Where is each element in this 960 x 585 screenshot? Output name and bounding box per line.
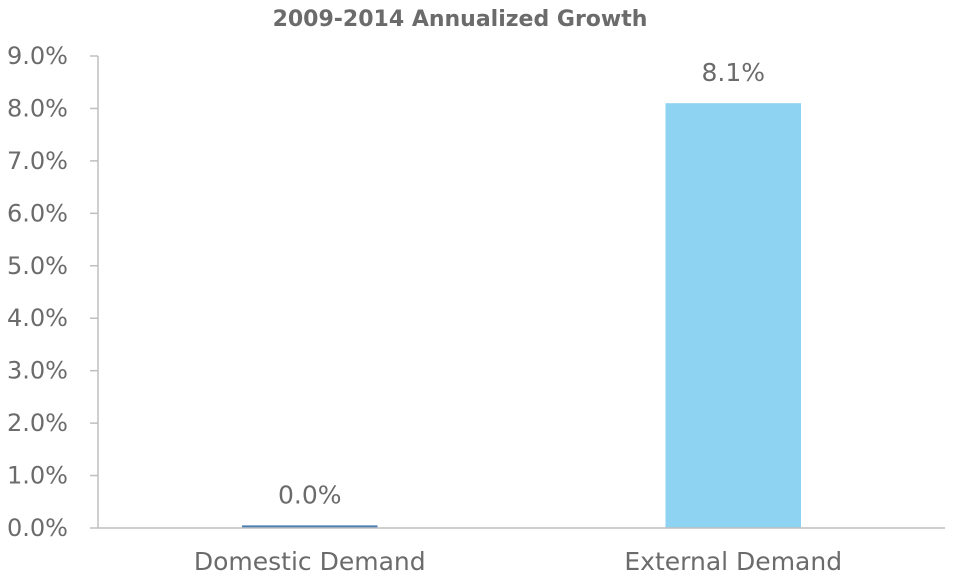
y-tick-label: 3.0% (7, 357, 68, 385)
y-axis: 0.0% 1.0% 2.0% 3.0% 4.0% 5.0% 6.0% 7.0% 8.0% 9.0% (7, 42, 99, 542)
x-category-label: Domestic Demand (194, 547, 426, 576)
x-axis: Domestic Demand External Demand (98, 527, 945, 576)
y-tick-label: 0.0% (7, 514, 68, 542)
y-tick-label: 9.0% (7, 42, 68, 70)
data-labels: 0.0% 8.1% (278, 58, 765, 509)
y-tick-label: 8.0% (7, 94, 68, 122)
y-tick-label: 1.0% (7, 462, 68, 490)
y-tick-label: 5.0% (7, 252, 68, 280)
y-tick-label: 6.0% (7, 199, 68, 227)
bars (241, 103, 802, 528)
y-tick-label: 7.0% (7, 147, 68, 175)
chart-title: 2009-2014 Annualized Growth (273, 7, 648, 32)
bar-external-demand (665, 103, 802, 528)
y-tick-label: 4.0% (7, 304, 68, 332)
x-category-label: External Demand (624, 547, 842, 576)
y-tick-label: 2.0% (7, 409, 68, 437)
bar-domestic-demand (241, 525, 378, 528)
data-label: 8.1% (701, 58, 765, 87)
data-label: 0.0% (278, 480, 342, 509)
